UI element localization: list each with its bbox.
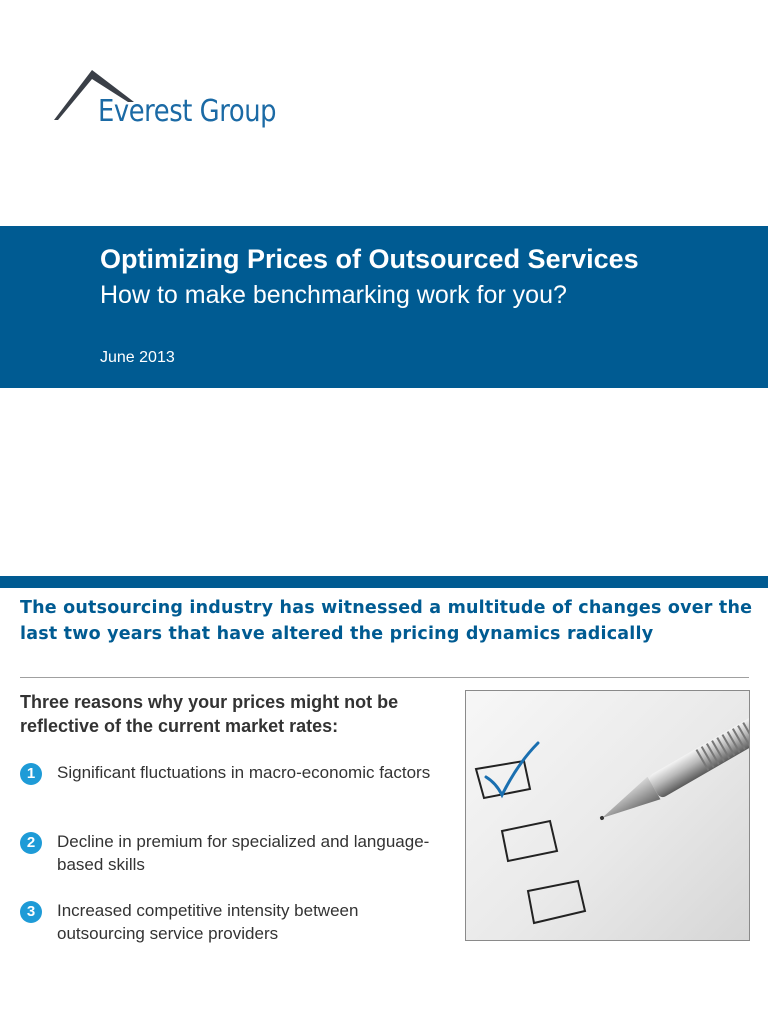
number-badge: 3: [20, 901, 42, 923]
checklist-photo: [465, 690, 750, 941]
mountain-peak-icon: [54, 70, 134, 120]
reason-text: Increased competitive intensity between …: [57, 901, 359, 943]
report-title: Optimizing Prices of Outsourced Services: [100, 244, 639, 274]
reason-item-1: 1 Significant fluctuations in macro-econ…: [20, 761, 440, 813]
everest-group-logo: Everest Group: [54, 70, 294, 140]
section-divider: [0, 576, 768, 588]
checkbox-checked-icon: [474, 741, 540, 800]
report-date: June 2013: [100, 349, 175, 366]
section-headline: The outsourcing industry has witnessed a…: [20, 598, 753, 644]
checkbox-empty-icon: [526, 879, 587, 925]
reason-item-2: 2 Decline in premium for specialized and…: [20, 830, 440, 882]
company-name: Everest Group: [98, 94, 277, 129]
reasons-intro: Three reasons why your prices might not …: [20, 692, 399, 736]
title-banner: Optimizing Prices of Outsourced Services…: [0, 226, 768, 388]
reason-text: Significant fluctuations in macro-econom…: [57, 763, 431, 782]
reason-item-3: 3 Increased competitive intensity betwee…: [20, 899, 440, 951]
headline-underline: [20, 677, 749, 678]
report-subtitle: How to make benchmarking work for you?: [100, 281, 567, 309]
number-badge: 1: [20, 763, 42, 785]
checkbox-empty-icon: [500, 819, 559, 863]
pen-icon: [600, 691, 749, 820]
number-badge: 2: [20, 832, 42, 854]
reason-text: Decline in premium for specialized and l…: [57, 832, 430, 874]
